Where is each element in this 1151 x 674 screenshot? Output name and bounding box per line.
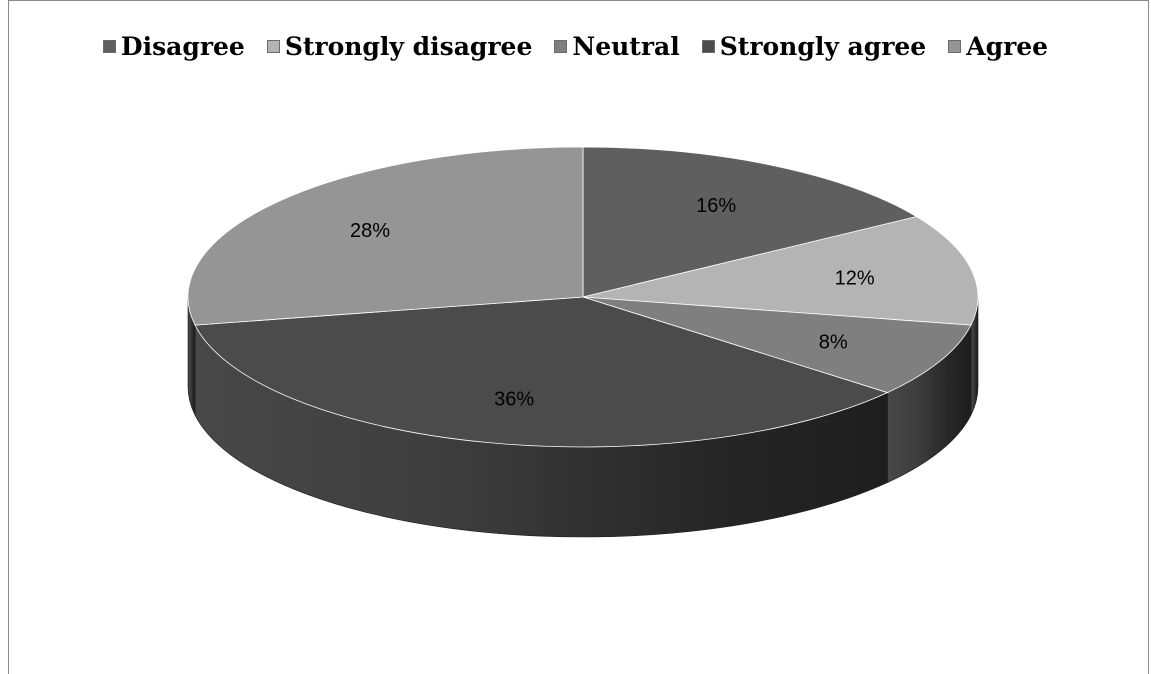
legend-item-agree: Agree [948,32,1048,61]
data-label-strongly-disagree: 12% [835,267,875,289]
legend-label-disagree: Disagree [120,32,245,61]
legend-item-strongly-disagree: Strongly disagree [266,32,533,61]
legend-item-disagree: Disagree [102,32,245,61]
pie-slice-strongly-disagree [582,216,979,326]
legend: Disagree Strongly disagree Neutral Stron… [0,32,1151,61]
legend-item-strongly-agree: Strongly agree [701,32,927,61]
legend-item-neutral: Neutral [554,32,680,61]
legend-swatch-agree [948,40,962,53]
legend-label-strongly-disagree: Strongly disagree [284,32,533,61]
legend-swatch-strongly-disagree [266,40,280,53]
data-label-agree: 28% [350,220,390,242]
data-label-neutral: 8% [819,332,848,354]
legend-label-strongly-agree: Strongly agree [719,32,927,61]
legend-swatch-neutral [554,40,568,53]
data-label-disagree: 16% [696,195,736,217]
legend-swatch-disagree [102,40,116,53]
pie-data-labels: 16% 12% 8% 36% 28% [350,195,875,411]
pie-slice-disagree [582,146,918,298]
pie-slice-strongly-agree [194,296,889,448]
chart-frame [8,0,1149,674]
legend-label-neutral: Neutral [572,32,680,61]
legend-label-agree: Agree [966,32,1049,61]
legend-swatch-strongly-agree [701,40,715,53]
data-label-strongly-agree: 36% [494,389,534,411]
pie-slice-agree [187,146,584,326]
pie-slice-neutral [582,296,972,394]
pie-slices [187,146,979,448]
